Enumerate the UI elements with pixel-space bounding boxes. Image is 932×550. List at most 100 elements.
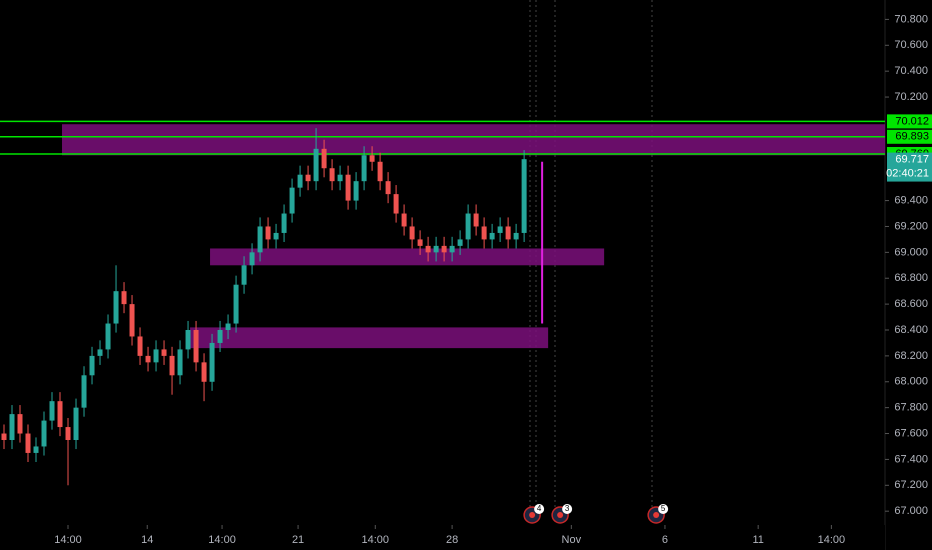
last-price-box [887, 152, 932, 182]
y-tick-label: 70.200 [894, 91, 928, 103]
x-tick-label: 6 [662, 534, 668, 546]
level-label-box [887, 114, 932, 129]
event-dot [557, 512, 564, 518]
candle-body [393, 194, 399, 214]
candle-body [273, 232, 279, 240]
x-tick-label: 14:00 [208, 534, 236, 546]
x-tick-label: 14:00 [54, 534, 82, 546]
candle-body [105, 323, 111, 350]
candle-body [49, 401, 55, 421]
x-tick-label: 11 [752, 534, 763, 546]
x-tick-label: Nov [562, 534, 582, 546]
candle-body [305, 174, 311, 182]
y-tick-label: 70.600 [894, 39, 928, 51]
price-axis [886, 0, 932, 550]
y-tick-label: 67.600 [894, 427, 928, 439]
last-price-label: 69.717 [895, 153, 929, 165]
x-tick-label: 21 [292, 534, 304, 546]
candle-body [217, 330, 223, 343]
candle-body [73, 407, 79, 440]
candle-body [313, 148, 319, 182]
candle-body [289, 187, 295, 214]
candle-body [401, 213, 407, 227]
candle-body [337, 174, 343, 182]
zone [210, 248, 605, 266]
candle-body [201, 362, 207, 382]
candle-body [249, 252, 255, 266]
candle-body [297, 174, 303, 188]
candle-body [473, 213, 479, 227]
x-tick-label: 14:00 [362, 534, 390, 546]
candle-body [25, 433, 31, 453]
candle-body [113, 291, 119, 324]
candle-body [209, 342, 215, 382]
y-tick-label: 70.800 [894, 13, 928, 25]
candle-body [505, 226, 511, 240]
candle-body [9, 414, 15, 440]
candle-body [321, 148, 327, 169]
y-tick-label: 70.400 [894, 65, 928, 77]
event-count: 3 [565, 504, 570, 513]
candle-body [225, 323, 231, 330]
y-tick-label: 67.000 [894, 505, 928, 517]
y-tick-label: 69.000 [894, 246, 928, 258]
y-tick-label: 67.800 [894, 402, 928, 414]
candle-body [41, 420, 47, 447]
candle-body [161, 349, 167, 356]
candle-body [369, 155, 375, 162]
countdown-label: 02:40:21 [886, 167, 929, 179]
candle-body [361, 155, 367, 182]
x-tick-label: 28 [446, 534, 458, 546]
candle-body [89, 355, 95, 376]
candle-body [353, 181, 359, 201]
candle-body [265, 226, 271, 240]
y-tick-label: 69.200 [894, 220, 928, 232]
event-badge [658, 504, 669, 514]
candle-body [185, 330, 191, 350]
candle-body [489, 232, 495, 240]
zone [190, 327, 549, 349]
candle-body [417, 239, 423, 246]
candle-body [433, 245, 439, 253]
candle-body [33, 446, 39, 453]
candle-body [145, 355, 151, 363]
level-label: 70.012 [895, 115, 929, 127]
y-tick-label: 69.400 [894, 194, 928, 206]
candle-body [97, 349, 103, 356]
candle-body [409, 226, 415, 240]
event-dot [529, 512, 536, 518]
candle-body [345, 174, 351, 201]
candle-body [233, 284, 239, 324]
y-tick-label: 68.000 [894, 376, 928, 388]
event-badge [562, 504, 573, 514]
candle-body [121, 291, 127, 305]
level-label: 69.893 [895, 131, 929, 143]
candle-body [281, 213, 287, 233]
y-tick-label: 68.400 [894, 324, 928, 336]
candle-body [81, 375, 87, 408]
level-label-box [887, 129, 932, 144]
event-dot [653, 512, 660, 518]
y-tick-label: 67.400 [894, 453, 928, 465]
x-tick-label: 14:00 [818, 534, 846, 546]
candle-body [457, 239, 463, 246]
candle-body [153, 349, 159, 363]
zone [62, 124, 885, 156]
y-tick-label: 67.200 [894, 479, 928, 491]
candle-body [65, 427, 71, 440]
candle-body [17, 414, 23, 434]
time-axis [0, 525, 885, 550]
event-badge [534, 504, 545, 514]
candle-body [137, 336, 143, 356]
candle-body [465, 213, 471, 240]
candle-body [241, 265, 247, 285]
candle-body [449, 245, 455, 253]
candle-body [129, 304, 135, 337]
x-tick-label: 14 [141, 534, 153, 546]
y-tick-label: 68.200 [894, 350, 928, 362]
candle-body [481, 226, 487, 240]
candle-body [1, 433, 7, 440]
candle-body [193, 330, 199, 363]
